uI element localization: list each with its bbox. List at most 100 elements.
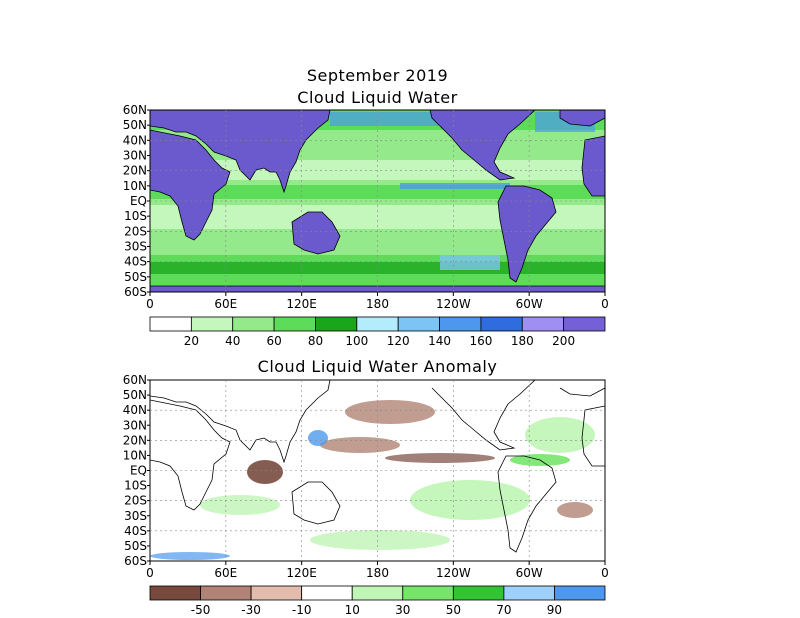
anomaly-colorbar-label: 70 bbox=[496, 603, 511, 617]
cloud-water-colorbar-label: 60 bbox=[266, 334, 281, 348]
top-lat-tick-label: EQ bbox=[130, 194, 147, 208]
anomaly-colorbar: -50 -30 -10 10 30 50 70 90 bbox=[149, 585, 606, 617]
anomaly-colorbar-swatch bbox=[200, 585, 252, 601]
top-map-title: Cloud Liquid Water bbox=[297, 88, 458, 107]
top-lon-tick-label: 120W bbox=[436, 297, 471, 311]
anomaly-colorbar-swatch bbox=[402, 585, 454, 601]
anomaly-colorbar-swatch bbox=[452, 585, 505, 601]
bottom-lat-tick-label: 40S bbox=[124, 524, 147, 538]
anomaly-colorbar-label: 50 bbox=[446, 603, 461, 617]
top-lat-tick-label: 30N bbox=[123, 149, 147, 163]
cloud-water-colorbar-swatch bbox=[149, 316, 192, 332]
top-lon-tick-label: 60E bbox=[214, 297, 237, 311]
anomaly-colorbar-label: 90 bbox=[547, 603, 562, 617]
positive-anomaly bbox=[200, 495, 280, 515]
top-lat-tick-label: 60S bbox=[124, 285, 147, 299]
bottom-lat-tick-label: 50S bbox=[124, 539, 147, 553]
anomaly-colorbar-label: -50 bbox=[191, 603, 211, 617]
cloud-water-colorbar-swatch bbox=[273, 316, 316, 332]
africa-east-shape bbox=[581, 135, 605, 197]
cloud-water-colorbar-label: 120 bbox=[387, 334, 410, 348]
australia-shape bbox=[291, 211, 341, 255]
negative-anomaly bbox=[247, 460, 283, 484]
bottom-lat-tick-label: 20N bbox=[123, 433, 147, 447]
high-cloud-patch bbox=[400, 183, 510, 189]
africa-east-outline bbox=[581, 405, 605, 467]
top-lat-tick-label: 30S bbox=[124, 240, 147, 254]
continent-outlines bbox=[150, 380, 605, 553]
top-lat-tick-label: 10S bbox=[124, 209, 147, 223]
bottom-lat-tick-label: 20S bbox=[124, 494, 147, 508]
cloud-water-colorbar-swatch bbox=[563, 316, 606, 332]
bottom-lat-tick-label: 60N bbox=[123, 373, 147, 387]
negative-anomaly bbox=[345, 400, 435, 424]
top-lat-tick-label: 20N bbox=[123, 164, 147, 178]
positive-anomaly bbox=[310, 530, 450, 550]
top-lat-tick-label: 50N bbox=[123, 118, 147, 132]
top-lat-tick-label: 40S bbox=[124, 255, 147, 269]
bottom-lat-tick-label: 30S bbox=[124, 509, 147, 523]
top-lon-tick-label: 180 bbox=[366, 297, 389, 311]
bottom-lat-tick-label: 30N bbox=[123, 418, 147, 432]
top-lat-tick-label: 20S bbox=[124, 224, 147, 238]
anomaly-colorbar-swatch bbox=[554, 585, 606, 601]
south-america-outline bbox=[497, 455, 557, 553]
anomaly-colorbar-swatch bbox=[503, 585, 555, 601]
high-cloud-patch bbox=[440, 255, 500, 270]
anomaly-colorbar-label: 10 bbox=[345, 603, 360, 617]
positive-anomaly bbox=[410, 480, 530, 520]
greenland-shape bbox=[559, 110, 605, 127]
australia-outline bbox=[291, 481, 341, 525]
cloud-water-colorbar-swatch bbox=[397, 316, 440, 332]
cloud-water-colorbar-label: 180 bbox=[511, 334, 534, 348]
bottom-lat-tick-label: 50N bbox=[123, 388, 147, 402]
cloud-water-colorbar-swatch bbox=[480, 316, 523, 332]
land-mask bbox=[150, 110, 605, 292]
bottom-lon-tick-label: 60E bbox=[214, 566, 237, 580]
bottom-lat-tick-label: EQ bbox=[130, 464, 147, 478]
south-america-shape bbox=[497, 185, 557, 283]
north-america-outline bbox=[430, 380, 536, 451]
negative-anomaly bbox=[320, 437, 400, 453]
anomaly-colorbar-label: 30 bbox=[395, 603, 410, 617]
bottom-lat-tick-label: 40N bbox=[123, 403, 147, 417]
grid-lines bbox=[150, 380, 605, 561]
bottom-lon-tick-label: 60W bbox=[516, 566, 543, 580]
anomaly-colorbar-label: -10 bbox=[292, 603, 312, 617]
cloud-water-colorbar-label: 40 bbox=[225, 334, 240, 348]
cloud-water-colorbar-swatch bbox=[190, 316, 234, 332]
top-lon-tick-label: 0 bbox=[146, 297, 154, 311]
anomaly-colorbar-swatch bbox=[301, 585, 353, 601]
cloud-water-colorbar-label: 200 bbox=[552, 334, 575, 348]
cloud-water-colorbar-label: 100 bbox=[345, 334, 368, 348]
top-lat-tick-label: 50S bbox=[124, 270, 147, 284]
cloud-water-colorbar-swatch bbox=[315, 316, 358, 332]
bottom-lon-tick-label: 120E bbox=[286, 566, 317, 580]
positive-anomaly bbox=[150, 552, 230, 560]
bottom-lat-tick-label: 10S bbox=[124, 479, 147, 493]
cloud-water-colorbar-swatch bbox=[356, 316, 399, 332]
cloud-water-colorbar-swatch bbox=[439, 316, 482, 332]
top-lon-tick-label: 0 bbox=[601, 297, 609, 311]
anomaly-colorbar-swatch bbox=[250, 585, 303, 601]
cloud-water-colorbar-label: 20 bbox=[184, 334, 199, 348]
cloud-water-colorbar-swatch bbox=[232, 316, 275, 332]
africa-shape bbox=[150, 129, 231, 241]
top-lat-tick-label: 60N bbox=[123, 103, 147, 117]
bottom-lat-tick-label: 60S bbox=[124, 554, 147, 568]
cloud-water-colorbar-label: 140 bbox=[428, 334, 451, 348]
bottom-lon-tick-label: 0 bbox=[601, 566, 609, 580]
cloud-water-colorbar-swatch bbox=[521, 316, 565, 332]
positive-anomaly bbox=[525, 417, 595, 453]
bottom-lon-tick-label: 0 bbox=[146, 566, 154, 580]
top-lat-tick-label: 40N bbox=[123, 133, 147, 147]
ocean-band-storm-track bbox=[150, 262, 605, 274]
cloud-water-colorbar: 20 40 60 80 100 120 140 160 180 200 bbox=[149, 316, 606, 348]
greenland-outline bbox=[559, 380, 605, 397]
eurasia-shape bbox=[150, 110, 331, 194]
bottom-lon-tick-label: 180 bbox=[366, 566, 389, 580]
cloud-water-colorbar-label: 160 bbox=[469, 334, 492, 348]
